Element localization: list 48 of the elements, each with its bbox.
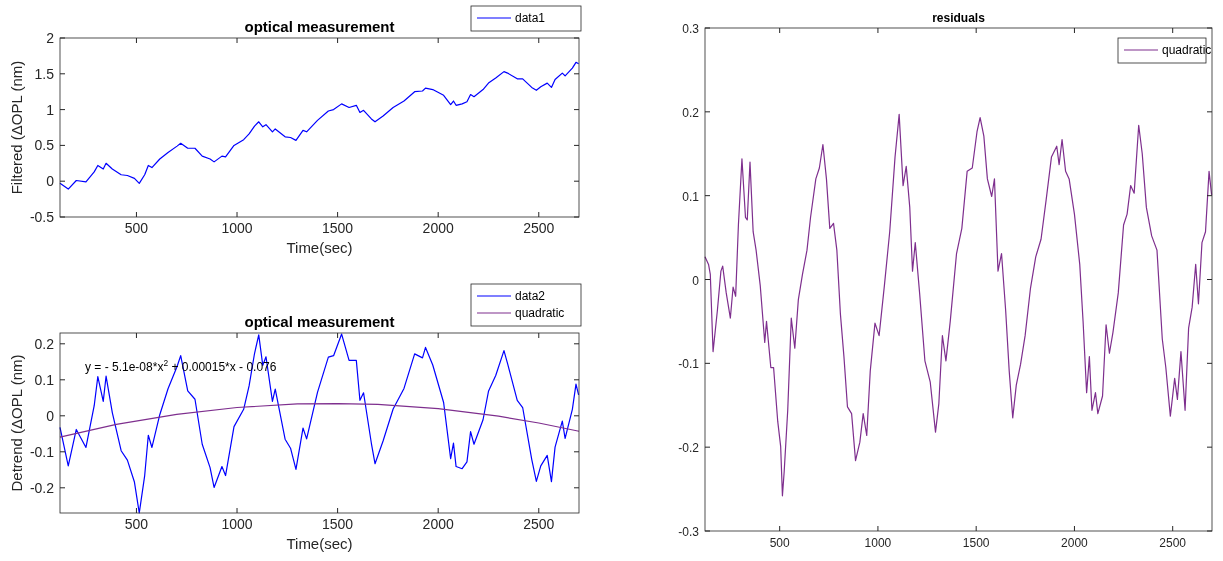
y-tick-label: -0.1 <box>678 357 700 372</box>
x-tick-label: 2000 <box>1061 536 1089 550</box>
chart-title: residuals <box>932 11 986 25</box>
x-tick-label: 500 <box>124 516 149 532</box>
y-tick-label: 1.5 <box>34 65 55 82</box>
x-tick-label: 2500 <box>523 220 555 236</box>
x-tick-label: 2500 <box>523 516 555 532</box>
y-tick-label: 0.2 <box>682 105 700 120</box>
y-axis-title: Filtered (ΔOPL (nm) <box>8 60 25 195</box>
x-tick-label: 1000 <box>221 516 253 532</box>
y-tick-label: 0.1 <box>34 371 55 388</box>
y-axis-title: Detrend (ΔOPL (nm) <box>8 354 25 492</box>
x-tick-label: 500 <box>124 220 149 236</box>
x-tick-label: 2500 <box>1159 536 1187 550</box>
y-tick-label: 0.3 <box>682 22 700 36</box>
y-tick-label: -0.1 <box>29 443 55 460</box>
legend-label: quadratic <box>515 306 565 320</box>
y-tick-label: 0.5 <box>34 137 55 154</box>
x-tick-label: 1500 <box>322 220 354 236</box>
y-tick-label: 0 <box>46 173 55 190</box>
x-tick-label: 2000 <box>422 220 454 236</box>
y-tick-label: 1 <box>46 101 55 118</box>
x-tick-label: 2000 <box>422 516 454 532</box>
legend-label: data1 <box>515 11 546 25</box>
y-tick-label: 0 <box>46 407 55 424</box>
y-tick-label: 0.1 <box>682 189 700 204</box>
line-series <box>59 333 580 514</box>
x-tick-label: 1000 <box>864 536 892 550</box>
x-tick-label: 1500 <box>322 516 354 532</box>
y-tick-label: -0.2 <box>29 479 55 496</box>
y-tick-label: 0.2 <box>34 335 55 352</box>
y-tick-label: -0.5 <box>29 209 55 225</box>
y-tick-label: 0 <box>692 273 700 288</box>
chart-title: optical measurement <box>244 18 395 35</box>
x-tick-label: 500 <box>769 536 791 550</box>
line-series <box>704 113 1213 497</box>
line-series <box>59 402 580 438</box>
line-series <box>59 61 580 190</box>
legend-label: data2 <box>515 289 546 303</box>
chart-title: optical measurement <box>244 313 395 330</box>
x-tick-label: 1000 <box>221 220 253 236</box>
x-axis-title: Time(sec) <box>286 239 353 256</box>
x-tick-label: 1500 <box>962 536 990 550</box>
y-tick-label: -0.3 <box>678 525 700 539</box>
x-axis-title: Time(sec) <box>286 535 353 552</box>
y-tick-label: -0.2 <box>678 441 700 456</box>
y-tick-label: 2 <box>46 30 55 46</box>
legend-label: quadratic <box>1162 43 1212 57</box>
